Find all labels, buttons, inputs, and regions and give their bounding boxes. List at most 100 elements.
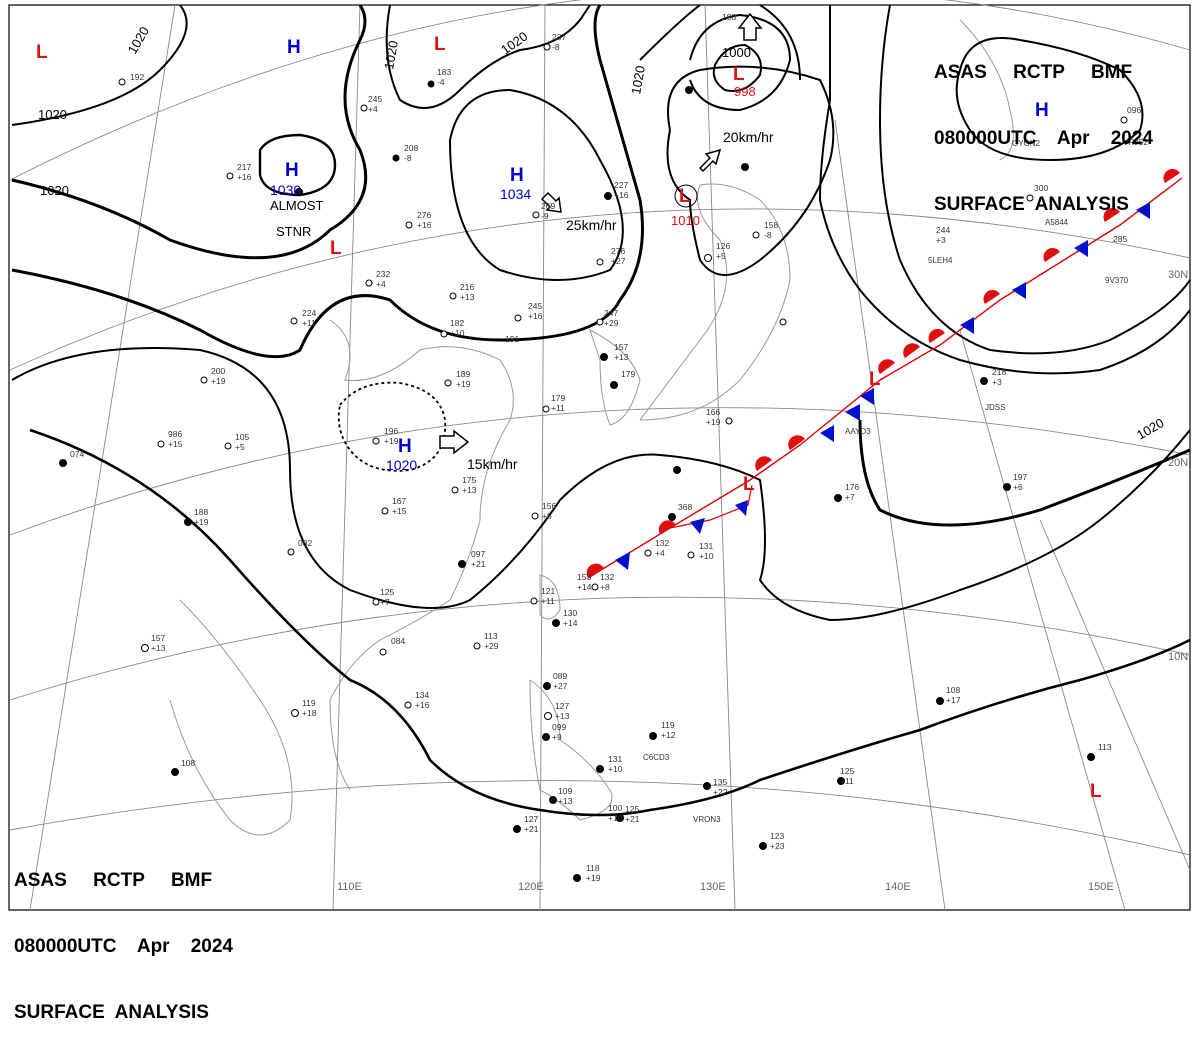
- station-pressure: 132: [655, 538, 669, 548]
- station-pressure: 182: [450, 318, 464, 328]
- header-line-1: ASAS RCTP BMF: [14, 870, 213, 891]
- station-tendency: +16: [614, 190, 629, 200]
- lat-label: 20N: [1168, 457, 1188, 469]
- station-pressure: 247: [604, 308, 618, 318]
- isobar-label: 1020: [40, 183, 69, 198]
- station-tendency: +11: [541, 596, 555, 606]
- isobar: [639, 4, 701, 61]
- station-pressure: 132: [600, 572, 614, 582]
- header-line-2: 080000UTC Apr 2024: [934, 128, 1153, 149]
- station-pressure: 986: [168, 429, 182, 439]
- station-pressure: 125: [840, 766, 854, 776]
- station-circle: [405, 221, 413, 229]
- station-pressure: 200: [211, 366, 225, 376]
- coast-taiwan: [539, 574, 561, 620]
- station-circle: [290, 317, 298, 325]
- station-circle: [980, 377, 988, 385]
- station-pressure: 191: [505, 334, 519, 344]
- isobar-label: 1020: [38, 107, 67, 122]
- station-pressure: 175: [462, 475, 476, 485]
- pressure-value: 1030: [270, 182, 301, 198]
- station-circle: [141, 644, 149, 652]
- station-circle: [552, 619, 560, 627]
- station-pressure: 166: [706, 407, 720, 417]
- station-tendency: -9: [541, 211, 549, 221]
- station-circle: [444, 379, 452, 387]
- station-pressure: 135: [713, 777, 727, 787]
- station-pressure: 125: [625, 804, 639, 814]
- station-pressure: 113: [484, 631, 498, 641]
- station-pressure: 245: [528, 301, 542, 311]
- pressure-value: 998: [734, 84, 756, 99]
- station-pressure: 208: [404, 143, 418, 153]
- isobar: [858, 419, 1191, 527]
- station-pressure: 300: [1034, 183, 1048, 193]
- station-pressure: 121: [541, 586, 555, 596]
- station-tendency: +16: [237, 172, 252, 182]
- station-pressure: 189: [456, 369, 470, 379]
- station-pressure: 269: [541, 201, 555, 211]
- station-pressure: 157: [151, 633, 165, 643]
- station-circle: [596, 765, 604, 773]
- station-circle: [779, 318, 787, 326]
- station-circle: [392, 154, 400, 162]
- station-tendency: +21: [524, 824, 539, 834]
- coast-korea: [589, 329, 641, 426]
- station-circle: [543, 43, 551, 51]
- pressure-value: 1020: [386, 457, 417, 473]
- cold-front-barb: [615, 552, 630, 570]
- meridian-150e: [959, 329, 1126, 911]
- high-center: H: [398, 436, 412, 457]
- ship-id: 9V370: [1105, 276, 1129, 285]
- station-circle: [704, 254, 712, 262]
- station-circle: [200, 376, 208, 384]
- station-tendency: +19: [456, 379, 471, 389]
- front-annotation: STNR: [276, 224, 311, 239]
- header-line-1: ASAS RCTP BMF: [934, 62, 1133, 83]
- station-circle: [542, 405, 550, 413]
- coast-japan: [639, 183, 791, 421]
- station-tendency: +27: [611, 256, 626, 266]
- station-tendency: +19: [384, 436, 399, 446]
- motion-speed: 20km/hr: [723, 129, 774, 145]
- pressure-centers: L H L L 998 H H 1030 H 1034 L L 1010 H 1…: [36, 34, 1102, 802]
- station-pressure: 127: [524, 814, 538, 824]
- station-tendency: -8: [764, 230, 772, 240]
- station-pressure: 157: [614, 342, 628, 352]
- station-circle: [591, 583, 599, 591]
- warm-front-bump: [1043, 247, 1060, 262]
- station-pressure: 224: [302, 308, 316, 318]
- station-circle: [451, 486, 459, 494]
- station-tendency: +27: [553, 681, 568, 691]
- station-circle: [118, 78, 126, 86]
- station-tendency: +19: [706, 417, 721, 427]
- arrow-up-icon: [737, 12, 763, 41]
- high-center: H: [285, 160, 299, 181]
- station-circle: [1003, 483, 1011, 491]
- isobar-label: 1020: [1134, 415, 1167, 442]
- station-tendency: -4: [437, 77, 445, 87]
- station-tendency: +7: [380, 597, 390, 607]
- pressure-value: 1034: [500, 186, 531, 202]
- high-center: H: [287, 37, 301, 58]
- station-circle: [687, 551, 695, 559]
- low-center: L: [743, 474, 755, 495]
- station-tendency: +29: [484, 641, 499, 651]
- front-annotation: ALMOST: [270, 198, 324, 213]
- station-circle: [372, 598, 380, 606]
- station-circle: [171, 768, 179, 776]
- station-circle: [673, 466, 681, 474]
- station-circle: [381, 507, 389, 515]
- station-pressure: 089: [553, 671, 567, 681]
- front-line: [587, 177, 1183, 579]
- station-pressure: 197: [1013, 472, 1027, 482]
- station-circle: [649, 732, 657, 740]
- station-tendency: +19: [586, 873, 601, 883]
- station-circle: [644, 549, 652, 557]
- cold-front-barb: [960, 317, 974, 334]
- warm-front-bump: [928, 328, 945, 343]
- station-circle: [295, 188, 303, 196]
- station-tendency: +22: [713, 787, 728, 797]
- parallel-20n: [9, 407, 1191, 536]
- station-tendency: +5: [716, 251, 726, 261]
